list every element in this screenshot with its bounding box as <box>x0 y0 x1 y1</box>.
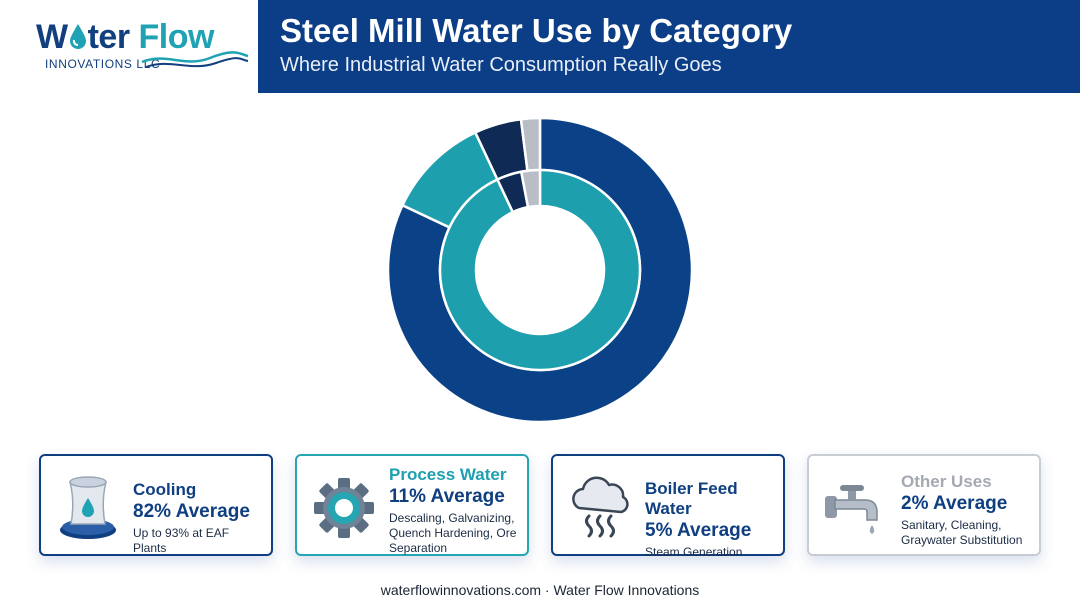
card-title: Boiler Feed Water <box>645 479 738 518</box>
faucet-icon <box>825 485 878 534</box>
card-description: Sanitary, Cleaning, Graywater Substituti… <box>901 518 1023 547</box>
steam-cloud-icon <box>572 476 629 538</box>
card-boiler-feed-water: Boiler Feed Water 5% Average Steam Gener… <box>551 454 785 559</box>
card-title: Cooling <box>133 480 197 499</box>
header-banner: Steel Mill Water Use by Category Where I… <box>258 0 1080 93</box>
card-value: 82% Average <box>133 501 250 522</box>
cooling-tower-icon <box>60 476 116 539</box>
card-description: Steam Generation <box>645 545 743 559</box>
card-description: Descaling, Galvanizing, Quench Hardening… <box>389 511 517 555</box>
card-other-uses: Other Uses 2% Average Sanitary, Cleaning… <box>807 454 1041 556</box>
logo-subtitle: INNOVATIONS LLC <box>45 57 161 71</box>
wave-icon <box>141 51 249 68</box>
card-value: 5% Average <box>645 520 752 541</box>
footer-text: waterflowinnovations.com · Water Flow In… <box>380 582 700 598</box>
card-process-water: Process Water 11% Average Descaling, Gal… <box>295 454 529 556</box>
water-drop-icon <box>68 18 88 56</box>
page-title: Steel Mill Water Use by Category <box>280 12 793 49</box>
card-description: Up to 93% at EAF Plants <box>133 526 230 555</box>
card-value: 2% Average <box>901 493 1008 514</box>
gear-icon <box>314 478 374 538</box>
card-title: Other Uses <box>901 472 992 491</box>
donut-chart <box>386 116 694 424</box>
card-title: Process Water <box>389 465 507 484</box>
inner-slice-0 <box>438 168 642 372</box>
page-subtitle: Where Industrial Water Consumption Reall… <box>280 54 722 76</box>
card-cooling: Cooling 82% Average Up to 93% at EAF Pla… <box>39 454 273 556</box>
inner-slice-2 <box>519 168 542 209</box>
card-value: 11% Average <box>389 486 505 507</box>
